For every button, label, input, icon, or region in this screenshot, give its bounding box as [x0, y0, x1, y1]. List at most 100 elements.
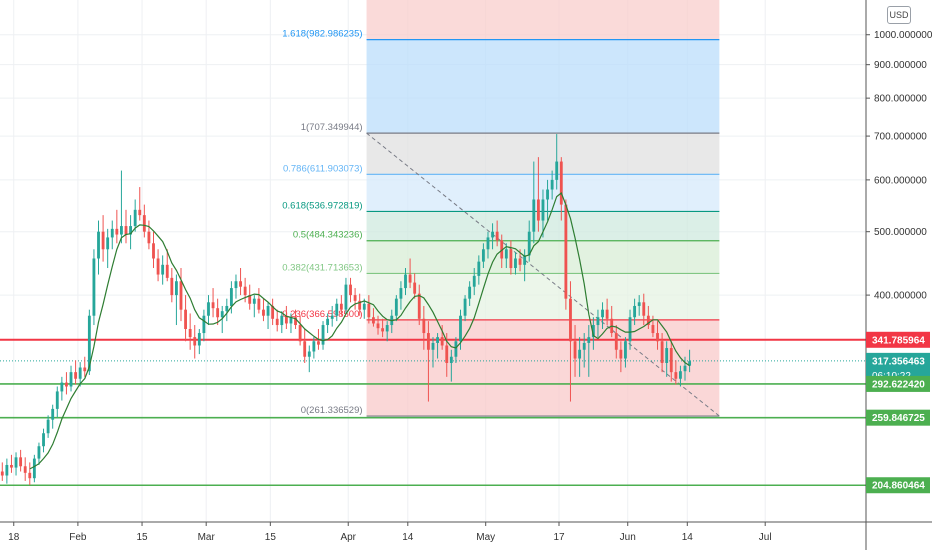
- candle-body: [688, 361, 692, 366]
- candle-body: [83, 367, 87, 372]
- candle-body: [294, 317, 297, 326]
- candle-body: [207, 302, 210, 316]
- candle-body: [229, 288, 233, 306]
- candle-body: [601, 309, 604, 318]
- candle-body: [596, 317, 600, 326]
- candle-body: [367, 303, 371, 318]
- candle-body: [23, 466, 27, 473]
- candle-body: [665, 348, 669, 363]
- x-tick-label: May: [476, 532, 495, 543]
- candle-body: [106, 237, 110, 250]
- candle-body: [55, 391, 59, 409]
- candle-body: [234, 281, 238, 289]
- candle-body: [436, 337, 440, 343]
- x-tick-label: 17: [553, 532, 565, 543]
- candle-body: [248, 295, 252, 304]
- candle-body: [381, 328, 385, 332]
- candle-body: [468, 286, 472, 299]
- fib-trend-line[interactable]: [366, 132, 720, 417]
- candle-body: [440, 337, 444, 346]
- candle-body: [504, 249, 508, 259]
- candle-body: [536, 199, 540, 221]
- candle-body: [408, 274, 412, 283]
- y-tick-label: 800.000000: [874, 94, 927, 105]
- candle-body: [422, 318, 426, 334]
- candle-body: [555, 161, 559, 180]
- candle-body: [317, 341, 320, 345]
- candle-body: [289, 317, 293, 324]
- candle-body: [271, 305, 275, 319]
- candle-body: [161, 264, 165, 275]
- x-tick-label: Apr: [340, 532, 356, 543]
- price-badge-support-bg: [866, 409, 930, 426]
- candle-body: [459, 315, 462, 342]
- candle-body: [413, 282, 417, 294]
- candle-body: [372, 317, 375, 324]
- candle-body: [335, 303, 339, 316]
- candle-body: [152, 243, 155, 259]
- candle-body: [564, 204, 568, 299]
- candle-body: [14, 457, 18, 468]
- candle-body: [637, 302, 641, 306]
- price-badge-resistance-bg: [866, 331, 930, 348]
- candle-body: [174, 281, 178, 296]
- x-tick-label: Feb: [69, 532, 87, 543]
- candle-body: [500, 240, 504, 259]
- price-badge-support-bg: [866, 477, 930, 494]
- y-tick-label: 400.000000: [874, 291, 927, 302]
- y-tick-label: 1000.000000: [874, 30, 932, 41]
- candle-body: [326, 318, 330, 326]
- candle-body: [262, 309, 265, 316]
- candles: [0, 134, 692, 486]
- candle-body: [532, 199, 536, 232]
- candle-body: [129, 226, 133, 235]
- fib-zone: [366, 319, 720, 417]
- candle-body: [19, 457, 23, 467]
- candle-body: [541, 199, 545, 221]
- candle-body: [69, 372, 73, 387]
- candle-body: [74, 372, 78, 379]
- price-badge-support-bg: [866, 375, 930, 392]
- candle-body: [587, 337, 591, 343]
- candle-body: [582, 342, 586, 350]
- candle-body: [133, 209, 137, 227]
- time-axis-panel[interactable]: [0, 522, 866, 550]
- fib-level-label: 0.786(611.903073): [283, 163, 363, 174]
- fib-zone: [366, 133, 720, 175]
- x-tick-label: 18: [8, 532, 20, 543]
- currency-button[interactable]: USD: [887, 6, 911, 24]
- moving-average-line: [29, 192, 690, 470]
- moving-average: [29, 192, 690, 470]
- fib-zone: [366, 273, 720, 320]
- candle-body: [46, 419, 50, 434]
- candle-body: [353, 295, 357, 301]
- candle-body: [115, 228, 119, 235]
- candle-body: [321, 325, 325, 345]
- candle-body: [523, 255, 527, 265]
- candle-body: [628, 317, 632, 342]
- candle-body: [10, 464, 13, 468]
- candle-body: [674, 372, 678, 379]
- price-badge-support: 292.622420: [872, 379, 925, 390]
- fib-level-label: 1(707.349944): [301, 122, 363, 133]
- candle-body: [252, 298, 256, 304]
- candle-body: [124, 226, 128, 235]
- candle-body: [110, 228, 114, 238]
- fib-zone: [366, 240, 720, 274]
- fib-retracement[interactable]: 1.618(982.986235) 1(707.349944) 0.786(611.…: [282, 0, 720, 417]
- candle-body: [486, 237, 490, 250]
- candle-body: [385, 325, 389, 332]
- candle-body: [679, 371, 682, 379]
- candle-body: [188, 329, 192, 338]
- fib-level-label: 0.236(366.598500): [282, 309, 362, 320]
- price-badge-resistance: 341.785964: [872, 335, 925, 346]
- candle-body: [179, 281, 183, 310]
- fib-level-label: 0(261.336529): [301, 405, 363, 416]
- candle-body: [624, 341, 627, 359]
- fib-level-label: 0.382(431.713653): [282, 262, 362, 273]
- candle-body: [92, 258, 96, 316]
- price-axis-panel[interactable]: [866, 0, 932, 550]
- x-tick-label: Jun: [620, 532, 636, 543]
